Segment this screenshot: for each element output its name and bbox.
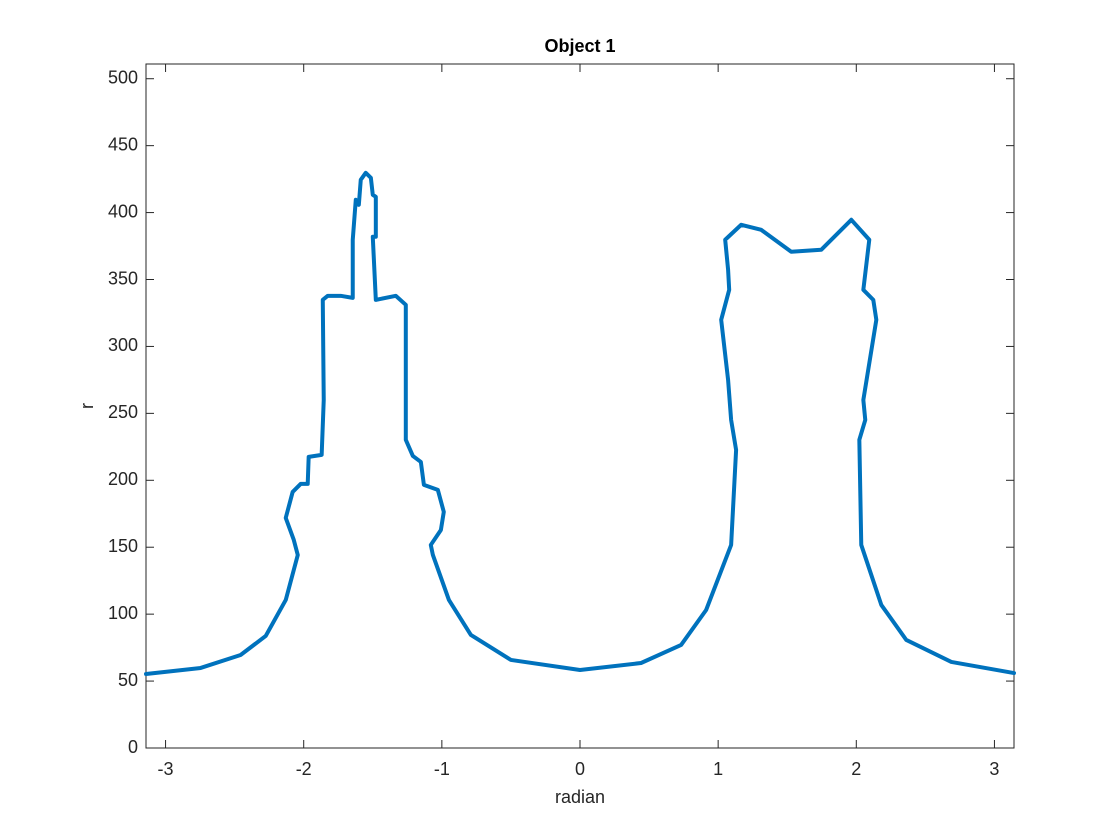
y-tick-label: 400 [108,201,138,221]
y-tick-label: 0 [128,737,138,757]
y-tick-label: 300 [108,335,138,355]
y-tick-label: 450 [108,134,138,154]
chart-title: Object 1 [544,36,615,56]
plot-area [145,63,1015,749]
x-tick-label: 1 [713,759,723,779]
y-tick-label: 350 [108,268,138,288]
x-axis-label: radian [555,787,605,807]
y-tick-label: 500 [108,67,138,87]
x-tick-label: 0 [575,759,585,779]
x-tick-label: -3 [158,759,174,779]
y-tick-label: 100 [108,603,138,623]
x-tick-label: -1 [434,759,450,779]
y-tick-label: 150 [108,536,138,556]
data-line [144,170,1016,676]
x-tick-label: 2 [851,759,861,779]
y-tick-label: 200 [108,469,138,489]
y-tick-label: 50 [118,670,138,690]
y-tick-label: 250 [108,402,138,422]
x-tick-label: -2 [296,759,312,779]
y-axis-label: r [77,403,97,409]
x-tick-label: 3 [989,759,999,779]
